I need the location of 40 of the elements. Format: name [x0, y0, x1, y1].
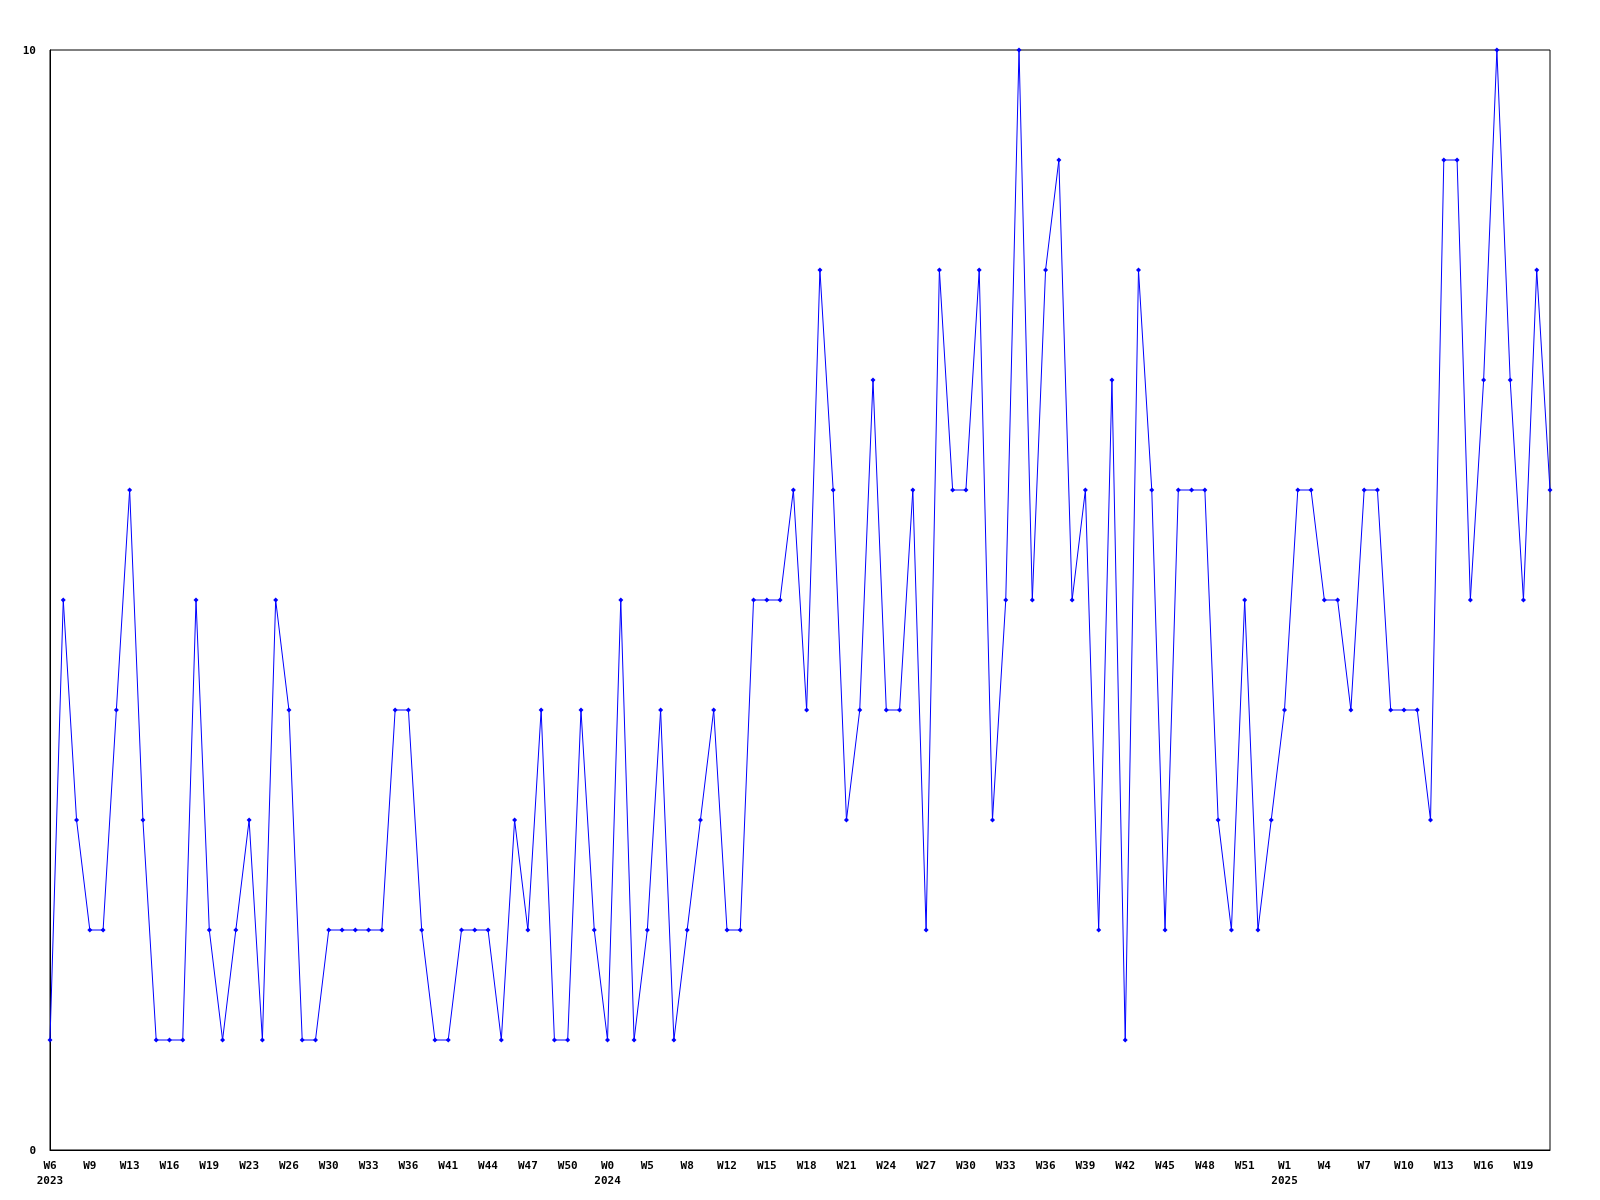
x-tick-label: W9 [83, 1159, 97, 1172]
x-tick-label: W26 [279, 1159, 300, 1172]
x-tick-label: W13 [119, 1159, 140, 1172]
y-tick-label: 0 [29, 1143, 36, 1157]
x-tick-label: W30 [318, 1159, 339, 1172]
x-tick-label: W8 [680, 1159, 694, 1172]
x-tick-label: W33 [995, 1159, 1016, 1172]
x-tick-label: W1 2025 [1271, 1159, 1298, 1187]
x-tick-label: W24 [876, 1159, 897, 1172]
x-tick-label: W4 [1317, 1159, 1332, 1172]
x-tick-label: W39 [1075, 1159, 1096, 1172]
x-tick-label: W36 [398, 1159, 419, 1172]
x-tick-label: W10 [1394, 1159, 1414, 1172]
x-tick-label: W27 [916, 1159, 937, 1172]
x-tick-label: W36 [1035, 1159, 1056, 1172]
x-tick-label: W51 [1234, 1159, 1255, 1172]
x-tick-label: W50 [557, 1159, 578, 1172]
x-tick-label: W13 [1433, 1159, 1454, 1172]
x-tick-label: W18 [796, 1159, 817, 1172]
y-tick-label: 10 [22, 43, 36, 57]
x-tick-label: W42 [1115, 1159, 1136, 1172]
x-tick-label: W47 [517, 1159, 538, 1172]
x-tick-label: W5 [640, 1159, 654, 1172]
x-tick-label: W0 2024 [594, 1159, 622, 1187]
x-tick-label: W15 [756, 1159, 777, 1172]
x-tick-label: W48 [1194, 1159, 1215, 1172]
x-tick-label: W7 [1357, 1159, 1371, 1172]
x-tick-label: W45 [1155, 1159, 1175, 1172]
x-tick-label: W6 2023 [36, 1159, 64, 1187]
x-tick-label: W30 [955, 1159, 976, 1172]
x-tick-label: W44 [478, 1159, 499, 1172]
x-tick-label: W12 [717, 1159, 737, 1172]
x-tick-label: W16 [159, 1159, 180, 1172]
x-tick-label: W23 [239, 1159, 260, 1172]
x-tick-label: W16 [1473, 1159, 1494, 1172]
x-tick-label: W21 [836, 1159, 857, 1172]
x-tick-label: W19 [199, 1159, 220, 1172]
x-tick-label: W19 [1513, 1159, 1534, 1172]
x-tick-label: W33 [358, 1159, 379, 1172]
x-tick-label: W41 [438, 1159, 459, 1172]
